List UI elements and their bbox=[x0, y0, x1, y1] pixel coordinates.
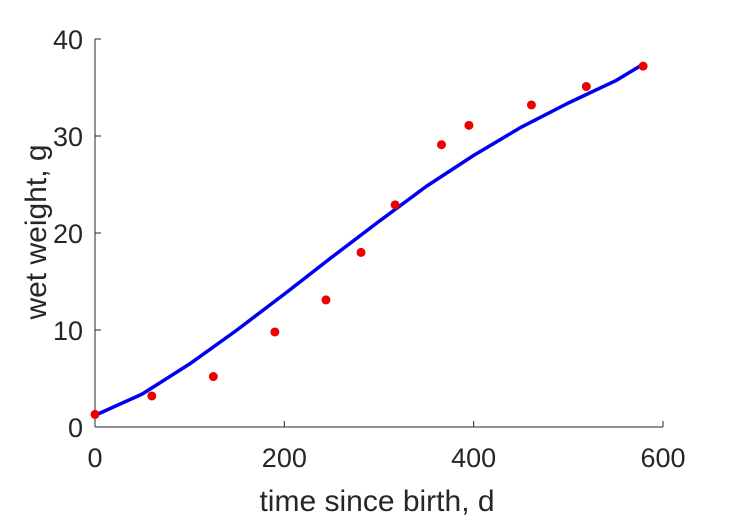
data-point bbox=[356, 247, 366, 257]
y-tick-label: 10 bbox=[53, 316, 83, 346]
data-point bbox=[321, 295, 331, 305]
data-point bbox=[581, 82, 591, 92]
x-axis-label: time since birth, d bbox=[259, 485, 494, 518]
y-tick-label: 0 bbox=[68, 413, 83, 443]
data-point bbox=[464, 120, 474, 130]
x-tick-label: 200 bbox=[262, 443, 307, 473]
x-tick-label: 600 bbox=[640, 443, 685, 473]
y-tick-label: 30 bbox=[53, 122, 83, 152]
data-point bbox=[436, 140, 446, 150]
data-point bbox=[638, 61, 648, 71]
y-tick-label: 20 bbox=[53, 219, 83, 249]
x-tick-label: 400 bbox=[451, 443, 496, 473]
data-point bbox=[90, 409, 100, 419]
y-axis-label: wet weight, g bbox=[20, 144, 53, 320]
data-point bbox=[526, 100, 536, 110]
data-point bbox=[270, 327, 280, 337]
data-point bbox=[208, 372, 218, 382]
fit-curve bbox=[93, 62, 645, 418]
data-point bbox=[390, 200, 400, 210]
data-point bbox=[147, 391, 157, 401]
plot-area bbox=[90, 61, 648, 419]
x-tick-label: 0 bbox=[87, 443, 102, 473]
axes: 0 200 400 600 0 10 20 30 40 bbox=[53, 25, 686, 473]
y-tick-label: 40 bbox=[53, 25, 83, 55]
